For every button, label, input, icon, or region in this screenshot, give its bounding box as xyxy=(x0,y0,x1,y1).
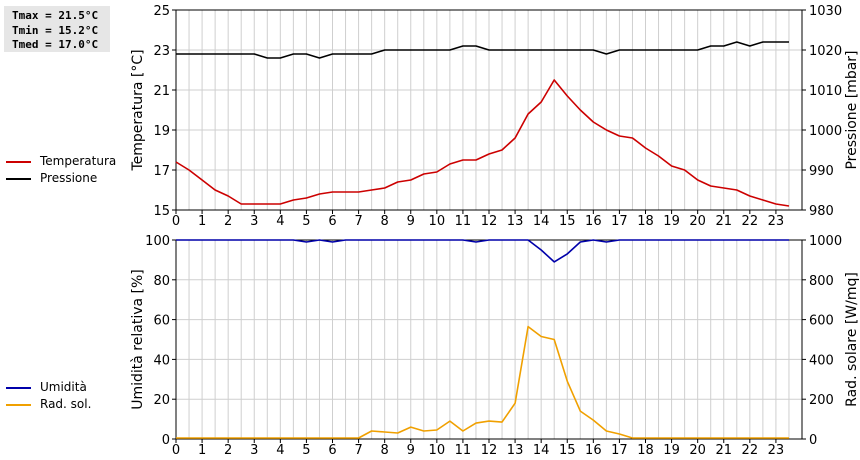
bottom-x-tick-label: 5 xyxy=(302,443,310,458)
legend-swatch-pressione xyxy=(6,178,31,180)
top-x-tick-label: 21 xyxy=(715,214,732,229)
top-left-tick-label: 17 xyxy=(153,164,170,179)
bottom-right-tick-label: 1000 xyxy=(809,234,842,249)
legend-label-temperatura: Temperatura xyxy=(40,154,117,168)
bottom-x-tick-label: 10 xyxy=(429,443,446,458)
top-x-tick-label: 12 xyxy=(481,214,498,229)
top-x-tick-label: 23 xyxy=(768,214,785,229)
stat-tmed: Tmed = 17.0°C xyxy=(12,38,99,51)
bottom-left-tick-label: 40 xyxy=(153,353,170,368)
top-x-tick-label: 4 xyxy=(276,214,284,229)
bottom-x-tick-label: 0 xyxy=(172,443,180,458)
bottom-x-tick-label: 9 xyxy=(407,443,415,458)
top-x-tick-label: 18 xyxy=(637,214,654,229)
top-x-tick-label: 11 xyxy=(455,214,472,229)
top-x-tick-label: 5 xyxy=(302,214,310,229)
series-line-umidit xyxy=(176,239,789,263)
bottom-x-tick-label: 6 xyxy=(328,443,336,458)
bottom-x-tick-label: 21 xyxy=(715,443,732,458)
top-left-tick-label: 25 xyxy=(153,4,170,19)
series-line-temperatura xyxy=(175,79,790,207)
bottom-x-tick-label: 17 xyxy=(611,443,628,458)
top-x-tick-label: 10 xyxy=(429,214,446,229)
bottom-x-tick-label: 3 xyxy=(250,443,258,458)
bottom-x-tick-label: 7 xyxy=(354,443,362,458)
series-line-pressione xyxy=(176,41,789,59)
top-x-tick-label: 17 xyxy=(611,214,628,229)
bottom-x-tick-label: 22 xyxy=(742,443,759,458)
bottom-left-tick-label: 80 xyxy=(153,274,170,289)
top-right-tick-label: 1000 xyxy=(809,124,842,139)
legend-swatch-umidita xyxy=(6,387,31,389)
stat-tmin: Tmin = 15.2°C xyxy=(12,23,99,37)
top-x-tick-label: 16 xyxy=(585,214,602,229)
bottom-right-tick-label: 600 xyxy=(809,314,834,329)
top-y-right-title: Pressione [mbar] xyxy=(844,50,860,169)
bottom-x-tick-label: 14 xyxy=(533,443,550,458)
legend-label-rad-sol: Rad. sol. xyxy=(40,397,92,411)
bottom-x-tick-label: 18 xyxy=(637,443,654,458)
bottom-right-tick-label: 800 xyxy=(809,274,834,289)
bottom-left-tick-label: 0 xyxy=(162,433,170,448)
bottom-y-right-title: Rad. solare [W/mq] xyxy=(844,272,860,407)
bottom-x-tick-label: 11 xyxy=(455,443,472,458)
top-right-tick-label: 980 xyxy=(809,204,834,219)
bottom-right-tick-label: 400 xyxy=(809,353,834,368)
top-y-left-title: Temperatura [°C] xyxy=(130,49,146,171)
bottom-left-tick-label: 100 xyxy=(145,234,170,249)
top-x-tick-label: 7 xyxy=(354,214,362,229)
bottom-x-tick-label: 15 xyxy=(559,443,576,458)
legend-swatch-rad-sol xyxy=(6,404,31,406)
legend-label-pressione: Pressione xyxy=(40,171,98,185)
top-right-tick-label: 1010 xyxy=(809,84,842,99)
top-right-tick-label: 1030 xyxy=(809,4,842,19)
top-x-tick-label: 2 xyxy=(224,214,232,229)
top-left-tick-label: 21 xyxy=(153,84,170,99)
series-line-rad-sol xyxy=(176,325,789,439)
top-x-tick-label: 20 xyxy=(689,214,706,229)
top-x-tick-label: 22 xyxy=(742,214,759,229)
bottom-x-tick-label: 19 xyxy=(663,443,680,458)
top-x-tick-label: 3 xyxy=(250,214,258,229)
bottom-x-tick-label: 8 xyxy=(381,443,389,458)
legend-swatch-temperatura xyxy=(6,161,31,163)
bottom-x-tick-label: 1 xyxy=(198,443,206,458)
bottom-x-tick-label: 20 xyxy=(689,443,706,458)
top-x-tick-label: 1 xyxy=(198,214,206,229)
legend-label-umidita: Umidità xyxy=(40,380,87,394)
top-right-tick-label: 1020 xyxy=(809,44,842,59)
top-x-tick-label: 8 xyxy=(381,214,389,229)
top-right-tick-label: 990 xyxy=(809,164,834,179)
bottom-y-left-title: Umidità relativa [%] xyxy=(130,269,146,410)
bottom-right-tick-label: 200 xyxy=(809,393,834,408)
stats-box: Tmax = 21.5°C Tmin = 15.2°C Tmed = 17.0°… xyxy=(4,6,110,52)
top-left-tick-label: 15 xyxy=(153,204,170,219)
bottom-left-tick-label: 20 xyxy=(153,393,170,408)
bottom-x-tick-label: 23 xyxy=(768,443,785,458)
top-x-tick-label: 9 xyxy=(407,214,415,229)
bottom-x-tick-label: 12 xyxy=(481,443,498,458)
top-left-tick-label: 19 xyxy=(153,124,170,139)
bottom-x-tick-label: 4 xyxy=(276,443,284,458)
bottom-x-tick-label: 16 xyxy=(585,443,602,458)
top-x-tick-label: 0 xyxy=(172,214,180,229)
top-x-tick-label: 6 xyxy=(328,214,336,229)
bottom-right-tick-label: 0 xyxy=(809,433,817,448)
bottom-x-tick-label: 2 xyxy=(224,443,232,458)
top-x-tick-label: 19 xyxy=(663,214,680,229)
top-x-tick-label: 15 xyxy=(559,214,576,229)
top-x-tick-label: 13 xyxy=(507,214,524,229)
bottom-x-tick-label: 13 xyxy=(507,443,524,458)
stat-tmax: Tmax = 21.5°C xyxy=(12,9,99,22)
top-x-tick-label: 14 xyxy=(533,214,550,229)
top-left-tick-label: 23 xyxy=(153,44,170,59)
bottom-left-tick-label: 60 xyxy=(153,314,170,329)
